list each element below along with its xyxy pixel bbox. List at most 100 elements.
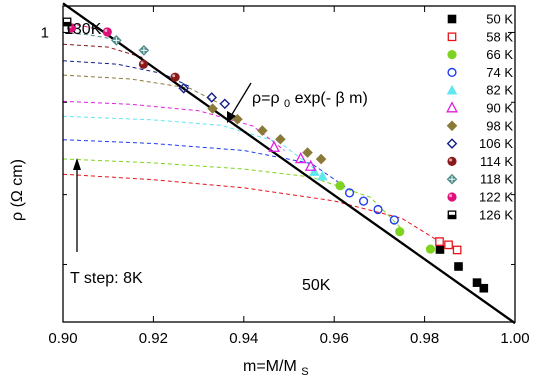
legend-label-8: 114 K <box>480 154 513 169</box>
legend-marker-8 <box>447 156 457 166</box>
legend-marker-7 <box>446 138 458 149</box>
dashed-curve-2 <box>62 158 403 230</box>
data-point-10-1-body <box>102 27 112 37</box>
data-point-3-2 <box>373 204 383 215</box>
dashed-curve-9 <box>62 31 118 41</box>
data-point-10-1 <box>102 27 112 37</box>
legend-label-11: 126 K <box>479 207 513 222</box>
data-point-11-0-fill <box>62 21 72 27</box>
data-point-0-0 <box>435 245 445 254</box>
legend-label-5: 90 K <box>486 101 513 116</box>
data-point-6-4 <box>302 147 313 158</box>
data-point-3-3 <box>389 215 399 225</box>
fit-line <box>62 2 516 325</box>
data-point-8-1-highlight <box>172 74 176 78</box>
x-axis-label-main: m=M/M <box>243 358 297 375</box>
t-step-arrow-head <box>73 158 81 170</box>
data-point-0-1 <box>454 262 463 271</box>
legend-marker-11 <box>447 210 457 220</box>
legend-marker-2 <box>447 50 457 60</box>
legend-marker-9 <box>446 173 458 185</box>
legend-marker-10 <box>447 192 457 202</box>
data-point-1-1 <box>444 240 453 250</box>
formula-lhs: ρ=ρ <box>252 90 280 107</box>
legend-marker-11-fill <box>447 214 457 220</box>
formula-subscript: 0 <box>284 98 290 110</box>
data-point-7-1 <box>206 92 217 103</box>
legend-marker-5 <box>446 101 458 113</box>
dashed-curve-5 <box>62 100 285 151</box>
x-tick-label-4: 0.98 <box>410 330 439 347</box>
data-point-6-3 <box>275 133 286 145</box>
legend: 50 K 58 K 66 K 74 K 82 K 90 K 98 K 106 K 114 K 11… <box>446 12 513 222</box>
x-tick-label-1: 0.92 <box>139 330 168 347</box>
legend-marker-0 <box>447 14 457 24</box>
x-axis-label: m=M/M S <box>243 358 309 378</box>
data-point-1-0 <box>435 237 444 246</box>
plot-frame <box>62 5 516 323</box>
formula-rhs: exp(- β m) <box>295 90 368 107</box>
legend-marker-10-highlight <box>449 194 453 198</box>
formula-arrow-head <box>227 111 236 123</box>
data-point-6-0 <box>207 103 218 114</box>
annotation-50k: 50K <box>302 277 331 294</box>
annotation-130k: 130K <box>64 21 102 38</box>
y-tick-label-0: 1 <box>41 24 49 41</box>
data-point-5-1 <box>294 152 307 164</box>
data-point-0-3 <box>479 283 489 293</box>
data-point-3-0 <box>344 188 355 198</box>
data-point-8-1 <box>170 72 180 82</box>
legend-label-9: 118 K <box>480 172 513 187</box>
x-axis-label-subscript: S <box>301 366 308 378</box>
dashed-curve-1 <box>62 173 439 242</box>
data-points <box>62 17 489 293</box>
legend-label-6: 98 K <box>486 118 513 133</box>
legend-label-1: 58 K <box>486 29 513 44</box>
dashed-curve-3 <box>62 139 349 190</box>
data-point-4-0 <box>309 166 320 176</box>
data-point-2-0 <box>335 181 345 191</box>
legend-marker-8-body <box>447 156 457 166</box>
dashed-curve-8 <box>62 43 145 59</box>
data-point-7-0 <box>178 83 189 94</box>
data-point-2-2 <box>425 244 436 254</box>
dashed-curve-6 <box>62 74 222 105</box>
tick-labels: 0.90 0.92 0.94 0.96 0.98 1.00 1 <box>41 24 530 347</box>
data-point-8-0-body <box>138 59 149 69</box>
legend-marker-8-highlight <box>449 158 453 162</box>
legend-label-10: 122 K <box>479 190 513 205</box>
legend-marker-4 <box>446 84 458 95</box>
axes <box>62 5 516 323</box>
x-tick-label-3: 0.96 <box>320 330 349 347</box>
data-point-7-2 <box>219 98 231 110</box>
fit-line-group <box>62 2 516 325</box>
legend-marker-10-body <box>447 192 457 202</box>
data-point-3-1 <box>358 196 369 206</box>
y-axis-label: ρ (Ω cm) <box>9 159 26 221</box>
data-point-0-2 <box>472 278 482 287</box>
data-point-8-1-body <box>170 72 180 82</box>
data-point-2-1 <box>395 227 405 237</box>
legend-label-7: 106 K <box>479 136 513 151</box>
data-point-8-0-highlight <box>140 61 144 65</box>
legend-label-4: 82 K <box>486 83 513 98</box>
x-tick-label-2: 0.94 <box>229 330 258 347</box>
data-point-8-0 <box>138 59 149 69</box>
data-point-6-5 <box>315 153 327 165</box>
data-point-9-0 <box>111 35 122 46</box>
x-tick-label-5: 1.00 <box>500 330 529 347</box>
x-tick-label-0: 0.90 <box>48 330 77 347</box>
data-point-10-1-highlight <box>104 29 108 33</box>
data-point-9-1 <box>138 45 150 56</box>
dashed-curve-4 <box>62 115 317 171</box>
dashed-curve-7 <box>62 60 190 87</box>
legend-label-2: 66 K <box>486 47 513 62</box>
data-point-5-0 <box>268 140 280 152</box>
data-point-5-2 <box>304 159 317 171</box>
data-point-6-1 <box>232 113 243 125</box>
formula-arrow-shaft <box>230 82 252 117</box>
data-point-6-2 <box>257 125 268 136</box>
legend-marker-1 <box>447 32 457 42</box>
data-point-1-2 <box>452 245 462 255</box>
